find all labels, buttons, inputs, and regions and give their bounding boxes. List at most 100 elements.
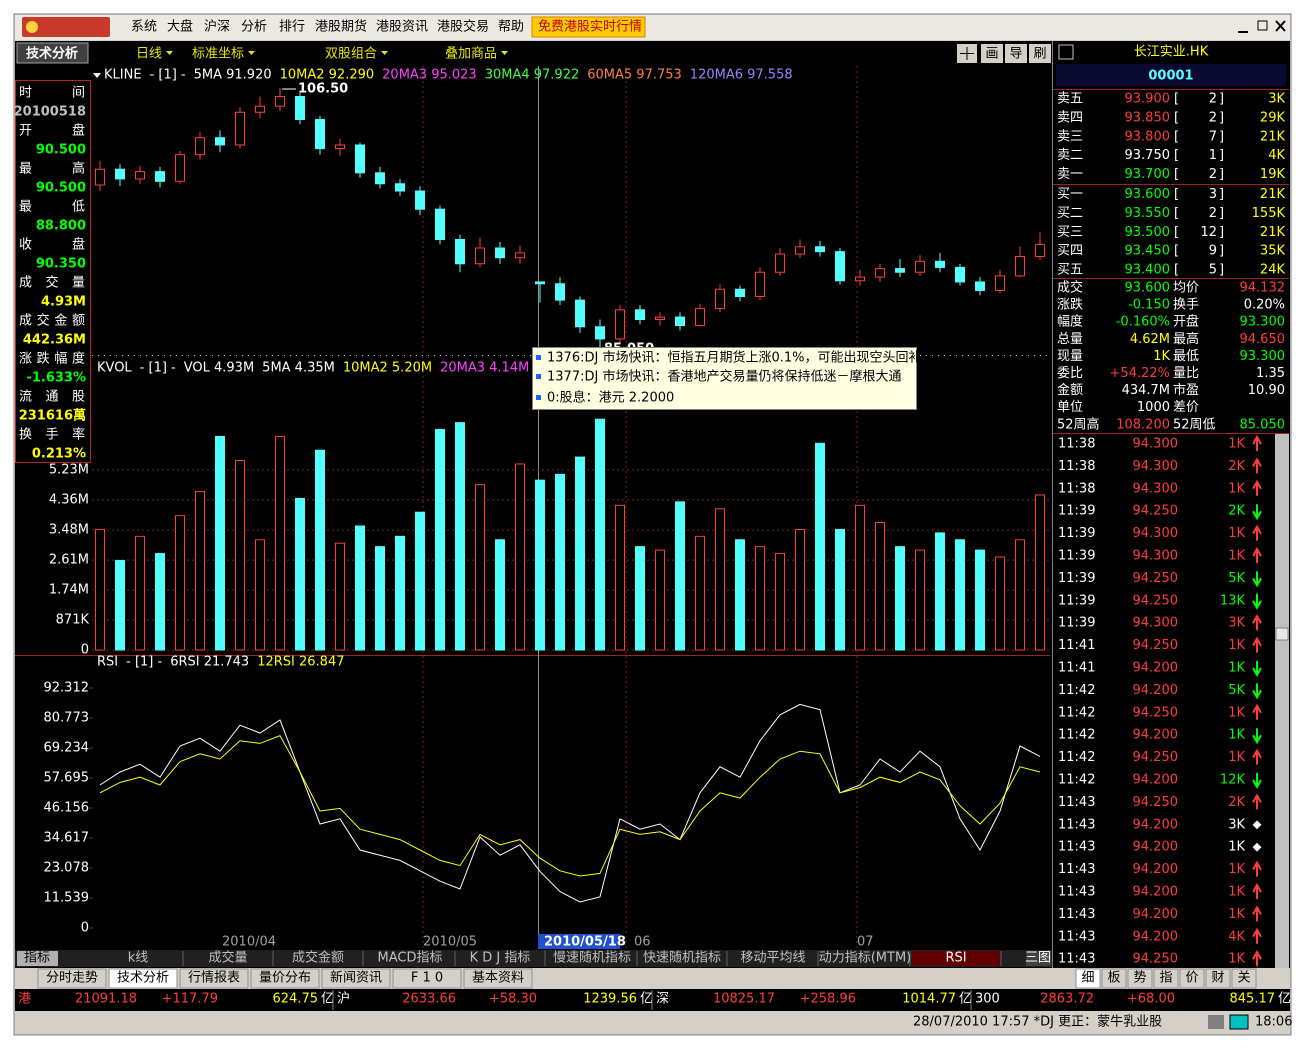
- quote-tab[interactable]: [1075, 968, 1101, 989]
- tri-view[interactable]: 三图: [1025, 951, 1051, 966]
- quote-tab-text[interactable]: 财: [1211, 971, 1224, 986]
- y-tick-label: 0: [81, 643, 89, 658]
- toolbar-tab-text[interactable]: 技术分析: [26, 46, 78, 62]
- nav-tab[interactable]: [463, 968, 533, 989]
- nav-tab-text[interactable]: 行情报表: [188, 971, 240, 986]
- close[interactable]: [1275, 20, 1286, 32]
- volume-bar: [595, 418, 605, 651]
- book-price: 93.900: [1125, 92, 1171, 107]
- candle-body: [755, 271, 765, 297]
- nav-tab-text[interactable]: 技术分析: [117, 971, 169, 986]
- volume-bar: [235, 460, 245, 651]
- candle-body: [535, 281, 545, 285]
- tick-arrow: [1252, 748, 1262, 765]
- dropdown[interactable]: 叠加商品: [445, 47, 497, 62]
- indicator-tab-selected[interactable]: [912, 951, 1000, 966]
- index-unit: 亿: [640, 992, 653, 1007]
- menu-item[interactable]: 港股交易: [437, 19, 489, 35]
- nav-tab-text[interactable]: 量价分布: [259, 971, 311, 986]
- quote-tab-text[interactable]: 板: [1107, 971, 1120, 986]
- kline-marker: [93, 73, 101, 78]
- book-bracket: [: [1174, 110, 1179, 125]
- candle-body: [475, 247, 485, 265]
- quote-tab-text[interactable]: 关: [1237, 971, 1250, 986]
- indicator-tab[interactable]: 慢速随机指标: [553, 950, 631, 966]
- quote-tab-text[interactable]: 细: [1081, 971, 1094, 986]
- promo-text[interactable]: 免费港股实时行情: [538, 20, 642, 35]
- scrollbar[interactable]: [1275, 433, 1289, 968]
- dropdown[interactable]: 日线: [136, 47, 162, 62]
- nav-tab-text[interactable]: 新闻资讯: [330, 970, 382, 986]
- dropdown[interactable]: 标准坐标: [192, 47, 244, 62]
- candle-body: [175, 154, 185, 182]
- menu-item[interactable]: 港股期货: [315, 19, 367, 35]
- nav-tab-text[interactable]: 基本资料: [472, 971, 524, 986]
- indicator-tab[interactable]: K D J 指标: [470, 951, 531, 966]
- nav-tab[interactable]: [108, 968, 178, 989]
- restore[interactable]: [1257, 20, 1268, 31]
- stat-label: 52周高: [1057, 416, 1100, 432]
- menu-item[interactable]: 沪深: [204, 19, 230, 35]
- indicator-tab[interactable]: 移动平均线: [740, 951, 805, 966]
- indicator-tab[interactable]: 快速随机指标: [643, 951, 721, 966]
- y-tick-label: 3.48M: [49, 523, 89, 538]
- quote-tab[interactable]: [1101, 968, 1127, 989]
- indicator-tab[interactable]: MACD指标: [378, 951, 443, 966]
- quote-tab[interactable]: [1231, 968, 1257, 989]
- menu-item[interactable]: 帮助: [498, 20, 524, 35]
- menu-item[interactable]: 排行: [279, 20, 305, 35]
- quote-tab-text[interactable]: 指: [1159, 971, 1172, 986]
- menu-item[interactable]: 系统: [131, 20, 157, 35]
- quote-tab[interactable]: [1179, 968, 1205, 989]
- quote-tab[interactable]: [1153, 968, 1179, 989]
- quote-tab-text[interactable]: 价: [1185, 971, 1198, 986]
- indicator-title-box[interactable]: [17, 951, 58, 966]
- book-bracket: ]: [1219, 206, 1224, 221]
- nav-tab[interactable]: [250, 968, 320, 989]
- nav-tab[interactable]: [321, 968, 391, 989]
- tool-button[interactable]: [981, 44, 1003, 63]
- indicator-tab[interactable]: RSI: [945, 951, 966, 966]
- indicator-title[interactable]: 指标: [24, 951, 50, 966]
- indicator-tab[interactable]: 成交金额: [292, 950, 344, 966]
- quote-tab[interactable]: [1205, 968, 1231, 989]
- menu-item[interactable]: 分析: [241, 20, 267, 35]
- legend-text: - [1] -: [150, 68, 186, 83]
- book-bracket: [: [1174, 129, 1179, 144]
- menu-item[interactable]: 港股资讯: [376, 20, 428, 35]
- nav-tab-text[interactable]: 分时走势: [46, 970, 98, 986]
- window-controls[interactable]: [1238, 20, 1286, 33]
- tri-view-box[interactable]: [1026, 951, 1051, 966]
- quote-tab-text[interactable]: 势: [1133, 970, 1146, 986]
- nav-tab-text[interactable]: F 1 0: [411, 971, 443, 986]
- tool-button-text[interactable]: 画: [985, 47, 998, 62]
- dropdown[interactable]: 双股组合: [325, 47, 377, 62]
- toolbar-tab[interactable]: [16, 42, 89, 64]
- book-count: 2: [1209, 110, 1217, 125]
- volume-bar: [895, 546, 905, 651]
- candle-body: [895, 268, 905, 273]
- tool-button-text[interactable]: 刷: [1033, 47, 1046, 62]
- candle-body: [615, 309, 625, 340]
- tick-time: 11:41: [1058, 638, 1095, 653]
- quote-tab[interactable]: [1127, 968, 1153, 989]
- tick-vol: 3K: [1228, 616, 1245, 631]
- dropdown-arrow: [381, 51, 389, 55]
- indicator-tab[interactable]: 动力指标(MTM): [819, 951, 912, 966]
- nav-tab[interactable]: [179, 968, 249, 989]
- tick-time: 11:41: [1058, 661, 1095, 676]
- book-count: 3: [1209, 187, 1217, 202]
- nav-tab[interactable]: [37, 968, 107, 989]
- indicator-tab[interactable]: k线: [128, 951, 149, 966]
- tool-button-text[interactable]: 导: [1009, 47, 1022, 62]
- tool-button[interactable]: [1005, 44, 1027, 63]
- promo-button[interactable]: [531, 16, 646, 38]
- indicator-tab[interactable]: 成交量: [208, 950, 247, 966]
- menu-item[interactable]: 大盘: [167, 19, 193, 35]
- nav-tab[interactable]: [392, 968, 462, 989]
- candle-body: [215, 137, 225, 146]
- candle-body: [1035, 243, 1045, 257]
- tool-button[interactable]: [1029, 44, 1051, 63]
- scroll-thumb[interactable]: [1275, 627, 1289, 641]
- logo: [22, 17, 110, 37]
